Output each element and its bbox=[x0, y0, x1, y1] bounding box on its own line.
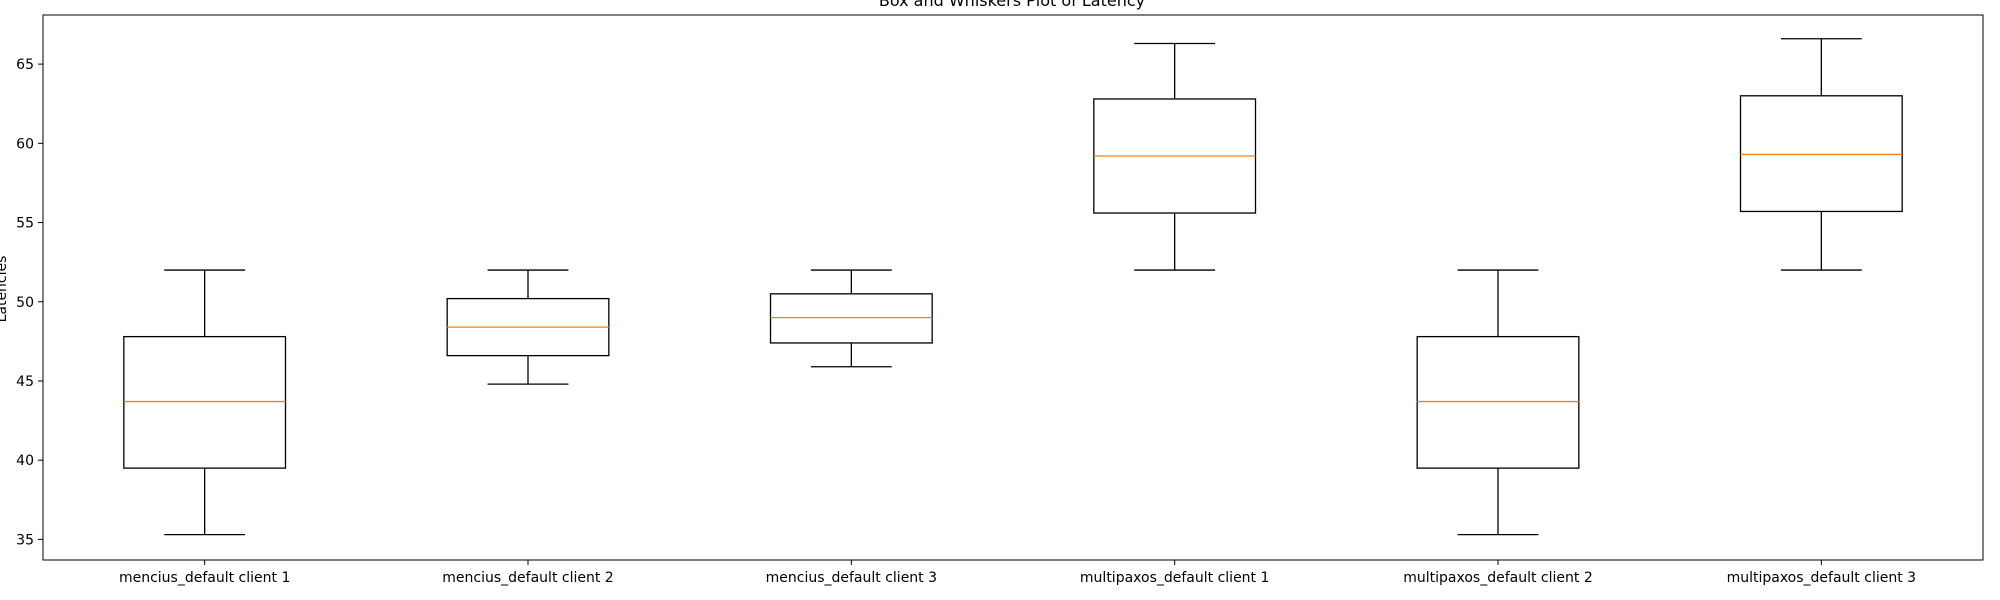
box-iqr bbox=[769, 293, 933, 344]
plot-layer: 35 40 45 50 55 60 65 mencius_default client 1 me… bbox=[16, 14, 1984, 586]
y-axis-label: Latencies bbox=[0, 256, 10, 323]
y-tick-label: 55 bbox=[16, 216, 34, 232]
axes-frame bbox=[42, 14, 1984, 561]
x-tick-label: multipaxos_default client 3 bbox=[1727, 570, 1916, 586]
box-iqr bbox=[1739, 95, 1903, 213]
y-tick-label: 50 bbox=[16, 295, 34, 311]
x-tick-label: multipaxos_default client 2 bbox=[1403, 570, 1592, 586]
x-tick-label: multipaxos_default client 1 bbox=[1080, 570, 1269, 586]
y-tick-label: 40 bbox=[16, 453, 34, 469]
x-tick-label: mencius_default client 2 bbox=[442, 570, 613, 586]
box-iqr bbox=[1416, 335, 1580, 469]
x-tick-label: mencius_default client 1 bbox=[119, 570, 290, 586]
box-iqr bbox=[123, 335, 287, 469]
y-tick-label: 65 bbox=[16, 57, 34, 73]
y-tick-label: 60 bbox=[16, 136, 34, 152]
chart-title: Box and Whiskers Plot of Latency bbox=[879, 0, 1145, 10]
y-tick-label: 45 bbox=[16, 374, 34, 390]
y-tick-label: 35 bbox=[16, 532, 34, 548]
x-tick-label: mencius_default client 3 bbox=[766, 570, 937, 586]
